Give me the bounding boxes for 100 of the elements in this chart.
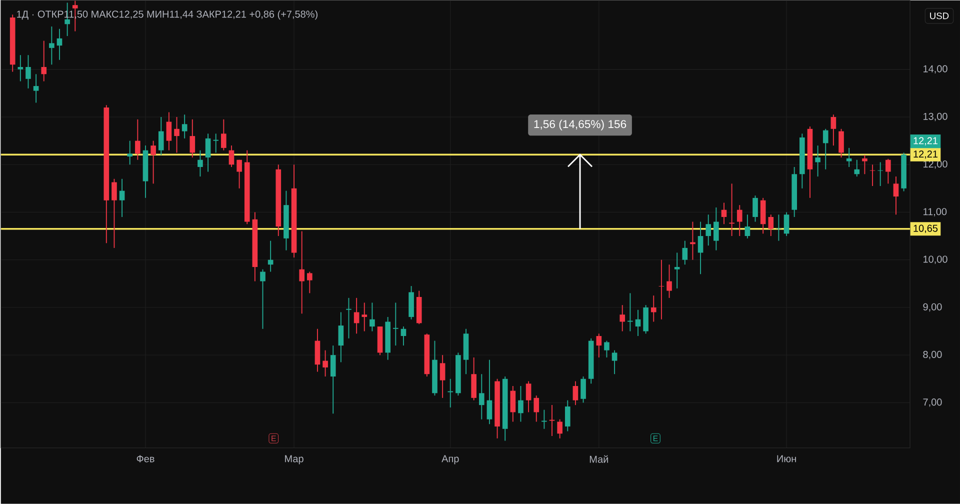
candlestick bbox=[549, 404, 555, 437]
candlestick bbox=[604, 340, 610, 358]
candlestick bbox=[620, 304, 626, 332]
candlestick bbox=[205, 133, 211, 172]
y-tick-label: 13,00 bbox=[923, 112, 948, 122]
candlestick bbox=[714, 207, 719, 251]
candlestick bbox=[885, 158, 891, 184]
candlestick bbox=[190, 118, 196, 158]
candlestick bbox=[150, 140, 156, 184]
candlestick bbox=[698, 221, 704, 275]
x-tick-label: Фев bbox=[136, 455, 154, 462]
candlestick bbox=[440, 354, 446, 398]
candlestick bbox=[534, 395, 540, 422]
annotation: 1,56 (14,65%) 156 bbox=[534, 120, 626, 130]
x-tick-label: Май bbox=[590, 455, 608, 463]
y-tick-label: 10,00 bbox=[923, 256, 948, 264]
candlestick bbox=[776, 214, 782, 242]
ref-line-label: 12,21 bbox=[914, 150, 938, 159]
candlestick bbox=[612, 350, 618, 375]
x-tick-label: Мар bbox=[285, 455, 304, 464]
candlestick bbox=[744, 214, 750, 239]
candlestick bbox=[330, 345, 336, 414]
y-tick-label: 8,00 bbox=[923, 350, 942, 360]
candlestick bbox=[580, 376, 586, 404]
candlestick bbox=[557, 418, 562, 439]
candlestick bbox=[299, 230, 304, 314]
candlestick bbox=[314, 328, 320, 372]
candlestick bbox=[650, 295, 656, 322]
candlestick bbox=[56, 28, 62, 60]
candlestick bbox=[893, 176, 899, 216]
candlestick bbox=[862, 154, 868, 175]
x-tick-label: Июн bbox=[777, 455, 796, 462]
candlestick bbox=[690, 221, 696, 260]
candlestick bbox=[822, 128, 828, 170]
ref-line-label: 10,65 bbox=[914, 224, 938, 234]
candlestick bbox=[572, 380, 578, 406]
candlestick bbox=[784, 212, 790, 237]
candlestick bbox=[221, 118, 226, 151]
candlestick bbox=[736, 204, 742, 237]
candlestick bbox=[182, 114, 188, 139]
candlestick bbox=[838, 128, 844, 158]
candlestick bbox=[878, 162, 883, 187]
candlestick bbox=[260, 268, 266, 330]
candlestick bbox=[830, 114, 836, 146]
candlestick bbox=[198, 150, 203, 178]
candlestick bbox=[518, 386, 524, 422]
y-tick-label: 9,00 bbox=[923, 303, 942, 312]
candlestick bbox=[854, 159, 860, 178]
candlestick bbox=[768, 214, 774, 237]
candlestick bbox=[752, 195, 758, 222]
candlestick bbox=[236, 159, 242, 189]
candlestick bbox=[135, 118, 140, 160]
candlestick bbox=[49, 26, 54, 66]
candlestick bbox=[448, 378, 454, 408]
candlestick bbox=[760, 198, 766, 234]
candlestick bbox=[635, 309, 641, 337]
y-tick-label: 11,00 bbox=[923, 208, 947, 216]
candlestick bbox=[400, 326, 406, 346]
candlestick bbox=[322, 350, 328, 378]
candlestick bbox=[392, 302, 398, 346]
candlestick bbox=[682, 240, 688, 266]
candlestick bbox=[526, 380, 532, 413]
y-tick-label: 14,00 bbox=[923, 65, 948, 74]
candlestick bbox=[213, 133, 219, 154]
candlestick bbox=[174, 116, 180, 154]
candlestick bbox=[510, 386, 516, 422]
candlestick bbox=[338, 312, 344, 363]
candlestick bbox=[666, 264, 672, 298]
candlestick bbox=[471, 357, 476, 401]
candlestick bbox=[307, 271, 312, 294]
candlestick bbox=[674, 252, 680, 289]
candlestick bbox=[486, 359, 492, 425]
candlestick bbox=[596, 333, 602, 358]
y-tick-label: 12,00 bbox=[923, 160, 948, 169]
candlestick bbox=[26, 54, 31, 89]
candlestick bbox=[33, 74, 39, 104]
annotation: 12,21 bbox=[914, 137, 938, 146]
y-tick-label: 7,00 bbox=[923, 398, 942, 407]
candlestick bbox=[158, 116, 164, 156]
candlestick bbox=[846, 148, 852, 168]
candlestick bbox=[362, 302, 368, 332]
candlestick bbox=[721, 202, 727, 225]
candlestick bbox=[729, 183, 734, 237]
candlestick bbox=[166, 112, 172, 151]
text: USD bbox=[930, 12, 949, 20]
candlestick bbox=[815, 145, 820, 178]
candlestick bbox=[346, 298, 352, 339]
candlestick bbox=[564, 400, 570, 432]
candlestick bbox=[643, 304, 648, 334]
candlestick bbox=[370, 302, 375, 332]
candlestick bbox=[706, 214, 712, 246]
candlestick bbox=[478, 374, 484, 420]
candlestick bbox=[870, 164, 876, 187]
candlestick bbox=[112, 178, 117, 248]
candlestick bbox=[228, 145, 234, 168]
candlestick bbox=[127, 140, 133, 166]
candlestick bbox=[41, 40, 47, 82]
candlestick bbox=[119, 178, 125, 218]
candlestick bbox=[658, 259, 664, 320]
candlestick bbox=[18, 54, 24, 82]
